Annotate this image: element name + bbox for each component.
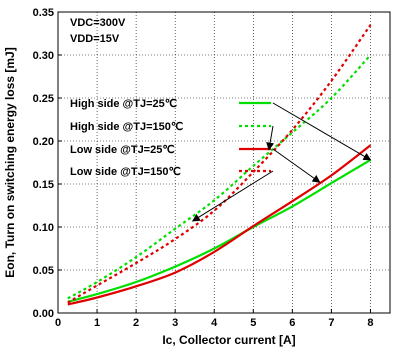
axes: 0 1 2 3 4 5 6 7 8 0.00 0.05 0.10 0.15 0.20 0.25 0.30 0.3… <box>3 7 391 347</box>
x-tick-label: 4 <box>211 317 218 329</box>
legend: High side @TJ=25℃ High side @TJ=150℃ Low s… <box>70 98 271 178</box>
series-line-high-side-150c <box>67 54 372 300</box>
grid <box>57 11 390 314</box>
series-group <box>67 24 372 306</box>
legend-label: High side @TJ=150℃ <box>70 121 183 133</box>
x-tick-label: 1 <box>94 317 100 329</box>
legend-label: Low side @TJ=150℃ <box>70 166 181 178</box>
y-tick-label: 0.30 <box>33 50 54 62</box>
legend-label: Low side @TJ=25℃ <box>70 144 175 156</box>
x-tick-label: 8 <box>367 317 373 329</box>
y-axis-title: Eon, Turn on switching energy loss [mJ] <box>3 47 17 277</box>
x-axis-title: Ic, Collector current [A] <box>162 333 295 347</box>
annotation-arrow <box>272 102 372 161</box>
series-line-low-side-150c <box>67 24 372 304</box>
y-tick-label: 0.05 <box>33 265 54 277</box>
y-tick-label: 0.10 <box>33 222 54 234</box>
x-tick-label: 2 <box>133 317 139 329</box>
y-tick-label: 0.20 <box>33 136 54 148</box>
legend-label: High side @TJ=25℃ <box>70 98 177 110</box>
y-tick-label: 0.00 <box>33 308 54 320</box>
annotation-arrow <box>272 148 321 183</box>
x-tick-label: 7 <box>328 317 334 329</box>
y-tick-label: 0.25 <box>33 93 54 105</box>
x-tick-label: 6 <box>289 317 295 329</box>
condition-text: VDD=15V <box>70 33 120 45</box>
x-tick-label: 5 <box>250 317 256 329</box>
x-tick-label: 3 <box>172 317 178 329</box>
y-tick-label: 0.15 <box>33 179 54 191</box>
series-line-high-side-25c <box>67 158 372 303</box>
series-line-low-side-25c <box>67 144 372 306</box>
conditions-box: VDC=300V VDD=15V <box>70 17 126 45</box>
plot-frame <box>57 11 391 314</box>
y-tick-label: 0.35 <box>33 7 54 19</box>
annotation-arrow <box>191 170 274 222</box>
condition-text: VDC=300V <box>70 17 126 29</box>
annotation-arrow <box>266 125 275 151</box>
x-tick-label: 0 <box>55 317 61 329</box>
